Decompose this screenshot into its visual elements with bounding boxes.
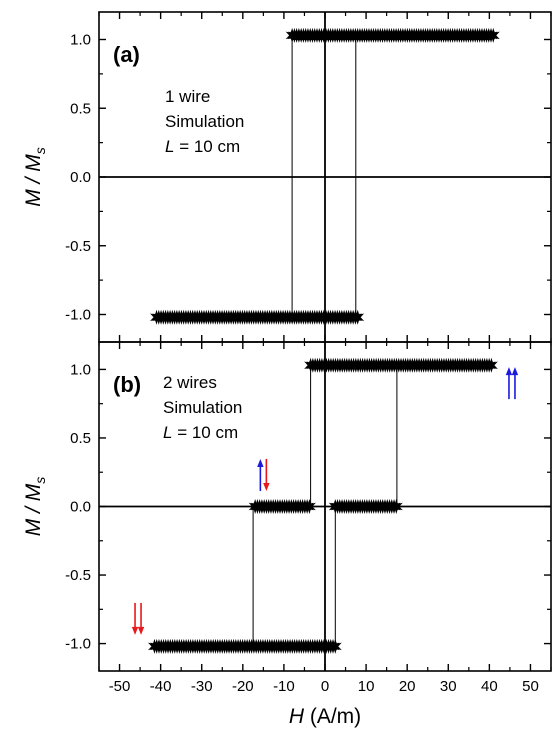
panel-a: 1.0 0.5 0.0 -0.5 -1.0 M / Ms (a) 1 wire Simulati… xyxy=(22,11,552,343)
x-tick-label: -20 xyxy=(232,678,254,695)
star-marker xyxy=(351,309,365,325)
x-axis-label: H (A/m) xyxy=(289,705,361,728)
y-axis-label-subscript: s xyxy=(32,147,48,154)
panel-label: (a) xyxy=(113,42,140,67)
x-tick-label: 0 xyxy=(321,678,329,695)
y-axis-label: M / Ms xyxy=(22,477,48,537)
annotation-line-1: 2 wires xyxy=(163,373,217,392)
annotation-line-2: Simulation xyxy=(163,398,242,417)
y-tick-label: 0.5 xyxy=(70,430,91,447)
annotation-value: = 10 cm xyxy=(172,423,238,442)
star-marker xyxy=(484,357,498,373)
annotation-symbol: L xyxy=(163,423,172,442)
y-tick-label: 0.5 xyxy=(70,100,91,117)
y-tick-label: 0.0 xyxy=(70,169,91,186)
marker-band-4 xyxy=(304,357,498,373)
panel-b: 1.0 0.5 0.0 -0.5 -1.0 -50 -40 -30 -20 -10 0 10 20 30 4… xyxy=(22,341,552,728)
y-axis-label-main: M / M xyxy=(22,154,45,207)
annotation-line-3: L = 10 cm xyxy=(163,423,238,442)
x-tick-label: 30 xyxy=(440,678,457,695)
loop-line-down-branch xyxy=(310,369,336,644)
x-tick-label: 10 xyxy=(358,678,375,695)
magnetization-arrows-3 xyxy=(505,367,519,400)
arrow-up-icon xyxy=(257,458,264,467)
x-tick-label: -40 xyxy=(150,678,172,695)
arrow-down-icon xyxy=(263,482,270,491)
arrow-up-icon xyxy=(505,367,513,376)
y-axis-label-subscript: s xyxy=(32,477,48,484)
star-marker xyxy=(486,27,500,43)
magnetization-arrows-2 xyxy=(257,458,270,491)
marker-band-2 xyxy=(285,27,500,43)
marker-band-1 xyxy=(150,309,365,325)
y-tick-label: -0.5 xyxy=(65,567,91,584)
arrow-down-icon xyxy=(131,626,139,635)
y-tick-label: -1.0 xyxy=(65,307,91,324)
star-marker xyxy=(302,499,316,514)
y-axis-label-main: M / M xyxy=(22,483,45,536)
x-tick-label: -50 xyxy=(109,678,131,695)
marker-band-1 xyxy=(147,638,342,654)
annotation-line-2: Simulation xyxy=(165,112,244,131)
y-tick-label: -0.5 xyxy=(65,238,91,255)
magnetization-arrows-1 xyxy=(131,602,145,635)
panel-label: (b) xyxy=(113,372,141,397)
y-tick-label: 1.0 xyxy=(70,32,91,49)
annotation-value: = 10 cm xyxy=(174,137,240,156)
star-marker xyxy=(389,499,403,514)
annotation-line-3: L = 10 cm xyxy=(165,137,240,156)
x-axis-label-unit: (A/m) xyxy=(304,705,361,728)
star-marker xyxy=(328,638,342,654)
x-tick-label: 20 xyxy=(399,678,416,695)
x-axis-label-symbol: H xyxy=(289,705,305,728)
arrow-up-icon xyxy=(511,367,519,376)
arrow-down-icon xyxy=(137,626,145,635)
y-tick-label: 0.0 xyxy=(70,499,91,516)
y-tick-label: -1.0 xyxy=(65,636,91,653)
annotation-symbol: L xyxy=(165,137,174,156)
x-tick-label: -30 xyxy=(191,678,213,695)
marker-band-3 xyxy=(328,499,403,514)
y-tick-label: 1.0 xyxy=(70,361,91,378)
annotation-line-1: 1 wire xyxy=(165,87,210,106)
marker-band-2 xyxy=(248,499,316,514)
y-axis-label: M / Ms xyxy=(22,147,48,207)
x-tick-label: 40 xyxy=(481,678,498,695)
x-tick-label: -10 xyxy=(273,678,295,695)
x-tick-label: 50 xyxy=(522,678,539,695)
